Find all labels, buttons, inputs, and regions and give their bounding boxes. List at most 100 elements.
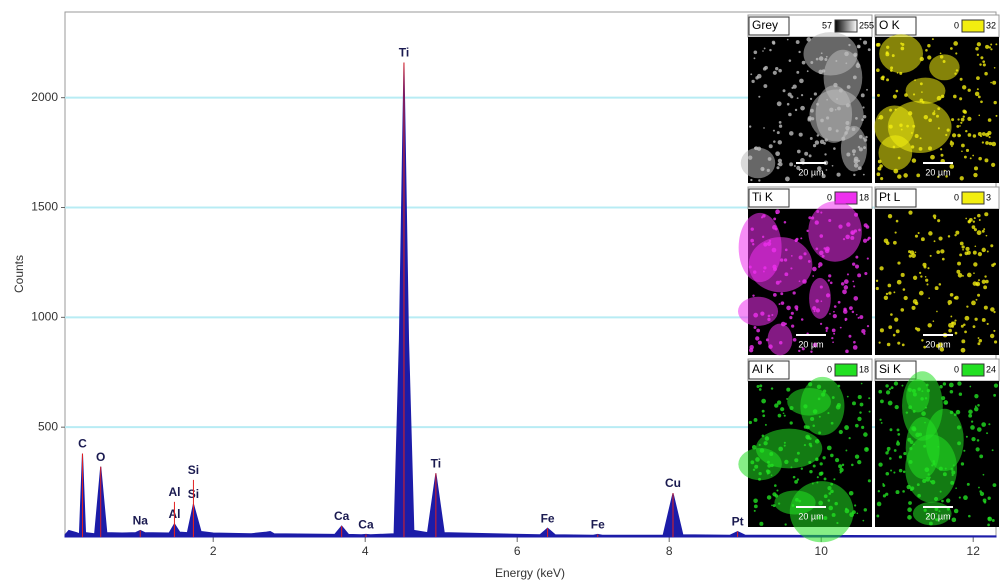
map-texture xyxy=(857,145,861,149)
map-texture xyxy=(863,40,868,45)
peak-label: Cu xyxy=(665,476,681,490)
map-texture xyxy=(767,317,771,322)
map-label-box xyxy=(748,360,790,380)
map-texture xyxy=(952,464,955,467)
map-texture xyxy=(785,176,790,182)
scale-bar-label: 20 µm xyxy=(798,511,823,521)
map-texture xyxy=(990,307,995,312)
map-texture xyxy=(767,463,771,468)
map-texture xyxy=(961,245,965,249)
map-texture xyxy=(923,508,927,512)
map-texture xyxy=(969,157,972,160)
map-texture xyxy=(753,418,758,422)
map-texture xyxy=(986,322,989,325)
map-texture xyxy=(986,250,989,253)
map-texture xyxy=(995,43,998,46)
map-texture xyxy=(949,164,955,169)
map-texture xyxy=(957,381,962,386)
map-texture xyxy=(817,515,821,520)
map-texture xyxy=(845,349,849,354)
map-texture xyxy=(823,494,828,499)
map-texture xyxy=(971,225,976,229)
map-texture xyxy=(818,262,823,267)
map-texture xyxy=(762,414,766,418)
map-texture xyxy=(862,173,865,176)
x-tick-label: 4 xyxy=(362,544,369,558)
map-texture xyxy=(949,47,953,50)
map-texture xyxy=(959,125,961,127)
map-texture xyxy=(946,498,951,503)
map-texture xyxy=(920,237,925,242)
map-texture xyxy=(760,166,765,172)
map-texture xyxy=(954,295,959,300)
map-texture xyxy=(776,400,782,405)
map-texture xyxy=(897,341,901,345)
map-texture xyxy=(758,388,762,391)
map-texture xyxy=(887,213,893,219)
map-texture xyxy=(809,137,813,140)
map-texture xyxy=(825,329,828,332)
map-texture xyxy=(859,402,864,407)
map-texture xyxy=(859,38,862,41)
map-texture xyxy=(977,95,981,99)
map-texture xyxy=(994,340,998,344)
map-texture xyxy=(893,291,896,294)
map-texture xyxy=(960,324,964,328)
map-texture xyxy=(868,410,871,413)
map-texture xyxy=(968,409,973,415)
map-texture xyxy=(822,389,827,393)
map-texture xyxy=(752,270,757,274)
map-texture xyxy=(880,177,884,181)
map-texture xyxy=(848,436,851,440)
map-texture xyxy=(878,341,881,344)
map-texture xyxy=(993,383,999,388)
map-texture xyxy=(748,265,752,269)
map-texture xyxy=(800,105,805,111)
map-texture xyxy=(983,228,986,231)
map-texture xyxy=(973,172,978,178)
map-texture xyxy=(834,458,840,463)
map-texture xyxy=(928,118,932,123)
map-texture xyxy=(792,291,796,295)
map-texture xyxy=(991,141,997,147)
map-texture xyxy=(815,440,817,443)
map-texture xyxy=(783,414,786,417)
map-texture xyxy=(977,337,980,339)
peak-label: Ca xyxy=(358,518,374,532)
map-texture xyxy=(737,296,779,326)
map-texture xyxy=(902,490,905,493)
map-texture xyxy=(931,464,934,467)
map-texture xyxy=(756,328,761,333)
map-texture xyxy=(837,384,841,388)
map-scale-max: 24 xyxy=(986,364,996,374)
map-texture xyxy=(857,416,862,422)
map-texture xyxy=(851,149,856,154)
map-texture xyxy=(940,94,945,99)
map-texture xyxy=(908,459,913,464)
map-texture xyxy=(786,397,789,400)
map-texture xyxy=(940,148,943,151)
map-color-bar xyxy=(834,19,858,33)
map-texture xyxy=(820,118,824,123)
map-texture xyxy=(827,279,830,282)
map-texture xyxy=(912,409,916,413)
map-texture xyxy=(890,313,893,316)
map-texture xyxy=(953,94,957,99)
map-texture xyxy=(857,166,862,171)
map-texture xyxy=(866,88,868,91)
map-texture xyxy=(961,339,966,344)
map-texture xyxy=(848,334,852,338)
map-texture xyxy=(818,415,821,418)
map-texture xyxy=(766,495,772,500)
map-texture xyxy=(993,100,997,105)
map-texture xyxy=(811,216,815,220)
map-texture xyxy=(816,384,822,389)
map-texture xyxy=(916,173,921,178)
map-texture xyxy=(861,118,864,122)
map-texture xyxy=(811,482,814,485)
map-texture xyxy=(794,497,799,502)
map-texture xyxy=(968,220,970,223)
map-texture xyxy=(881,75,885,79)
map-texture xyxy=(919,137,922,140)
map-texture xyxy=(981,247,986,253)
